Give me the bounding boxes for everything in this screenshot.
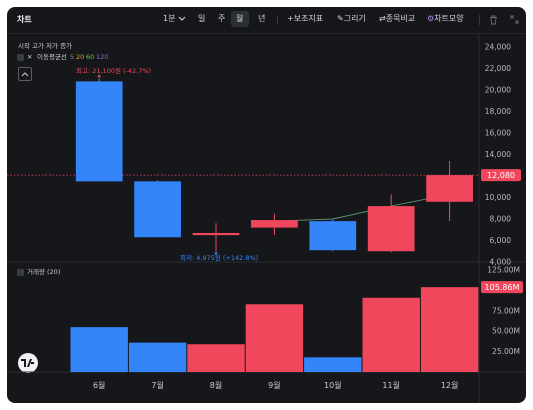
candle-body [192,232,240,236]
month-tick-label: 7월 [151,380,163,390]
toolbar-divider [479,15,480,25]
price-tick-label: 6,000 [490,236,512,245]
volume-bar [70,327,128,372]
month-tick-label: 8월 [210,380,222,390]
interval-label: 1분 [163,14,176,23]
toolbar-border [7,33,526,34]
chart-title: 차트 [17,15,32,24]
close-icon[interactable]: ✕ [27,53,33,61]
period-week-button[interactable]: 주 [218,14,226,23]
low-annotation: 최저: 4,975원 (+142.8%) [180,254,259,262]
high-annotation: 최고: 21,100원 (-42.7%) [76,67,152,75]
month-tick-label: 12월 [441,380,459,390]
ma-period-20: 20 [76,53,85,61]
volume-bar [420,287,479,372]
draw-button[interactable]: ✎그리기 [337,13,366,25]
month-tick-label: 6월 [93,380,105,390]
draw-label: 그리기 [343,14,366,23]
ma-period-120: 120 [96,53,109,61]
volume-tick-label: 125.00M [487,266,520,275]
period-day-button[interactable]: 일 [198,14,206,23]
price-tick-label: 18,000 [485,107,511,116]
chart-shape-button[interactable]: ⚙차트모양 [427,13,464,25]
price-tick-label: 20,000 [485,86,511,95]
compare-button[interactable]: ⇄종목비교 [379,13,415,25]
volume-bar [304,357,362,372]
pencil-icon: ✎ [337,14,344,23]
chart-window: 차트 1분 일 주 월 년 +보조지표 ✎그리기 ⇄종목비교 ⚙차트모양 [7,7,526,403]
toolbar-divider [277,15,278,25]
candle-body [426,175,473,202]
chart-canvas[interactable]: 24,000 22,000 20,000 18,000 16,000 14,000 10,0… [7,7,526,403]
trash-icon[interactable] [489,15,498,25]
volume-bar [128,342,187,372]
current-price-label: 12,080 [487,171,515,180]
eye-icon[interactable] [17,269,24,276]
indicator-button[interactable]: +보조지표 [287,13,323,25]
volume-bar [245,304,304,372]
ohlc-legend: 시작 고가 저가 종가 [18,42,73,50]
price-tick-label: 16,000 [485,129,511,138]
chevron-down-icon [178,16,186,21]
candle-body [75,81,123,182]
tradingview-logo [18,353,38,373]
price-tick-label: 4,000 [490,258,512,267]
indicator-label: 보조지표 [293,14,324,23]
ma-label: 이동평균선 [37,53,67,61]
interval-select[interactable]: 1분 [163,13,186,25]
month-tick-label: 10월 [324,380,342,390]
price-tick-label: 8,000 [490,215,512,224]
volume-bar [362,297,420,372]
candle-body [251,220,298,228]
volume-label: 거래량 (20) [27,268,61,276]
month-tick-label: 11월 [382,380,400,390]
current-price-badge [481,169,521,182]
current-volume-label: 105.86M [485,283,520,292]
ma-line [274,193,450,222]
price-tick-label: 14,000 [485,150,511,159]
chevron-up-icon [21,72,29,77]
period-month-button[interactable]: 월 [236,14,244,23]
low-marker [214,252,218,256]
month-tick-label: 9월 [268,380,280,390]
compare-label: 종목비교 [385,14,416,23]
price-tick-label: 22,000 [485,64,511,73]
collapse-button[interactable] [18,67,32,81]
indicator-plus-icon: + [287,14,294,23]
expand-icon[interactable] [510,15,519,24]
toolbar: 차트 1분 일 주 월 년 +보조지표 ✎그리기 ⇄종목비교 ⚙차트모양 [7,7,526,33]
period-active-highlight [231,11,249,27]
volume-tick-label: 25.00M [492,347,520,356]
chart-shape-label: 차트모양 [434,14,464,23]
chart-shape-icon: ⚙ [427,14,435,23]
price-tick-label: 24,000 [485,43,511,52]
period-year-button[interactable]: 년 [258,14,266,23]
high-marker [97,74,102,78]
eye-icon[interactable] [17,54,24,61]
candle-body [309,221,357,251]
current-volume-badge [481,281,523,294]
ma-period-5: 5 [70,53,75,61]
candle-body [134,181,181,238]
ma-period-60: 60 [86,53,95,61]
volume-tick-label: 75.00M [492,306,520,315]
compare-icon: ⇄ [379,14,386,23]
candle-body [367,206,415,252]
volume-bar [187,344,245,372]
price-tick-label: 10,000 [485,193,511,202]
volume-tick-label: 50.00M [492,327,520,336]
